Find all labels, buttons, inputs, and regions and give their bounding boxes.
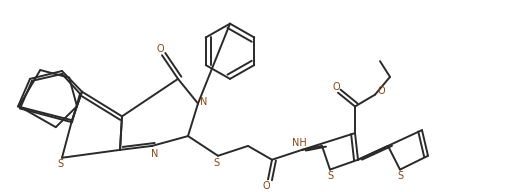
Text: N: N bbox=[200, 97, 208, 107]
Text: S: S bbox=[327, 171, 333, 181]
Text: O: O bbox=[332, 82, 340, 92]
Text: O: O bbox=[377, 86, 385, 96]
Text: S: S bbox=[397, 171, 403, 181]
Text: NH: NH bbox=[292, 138, 306, 148]
Text: O: O bbox=[156, 44, 164, 54]
Text: S: S bbox=[213, 158, 219, 168]
Text: N: N bbox=[151, 149, 159, 159]
Text: S: S bbox=[57, 159, 63, 169]
Text: O: O bbox=[262, 181, 270, 191]
